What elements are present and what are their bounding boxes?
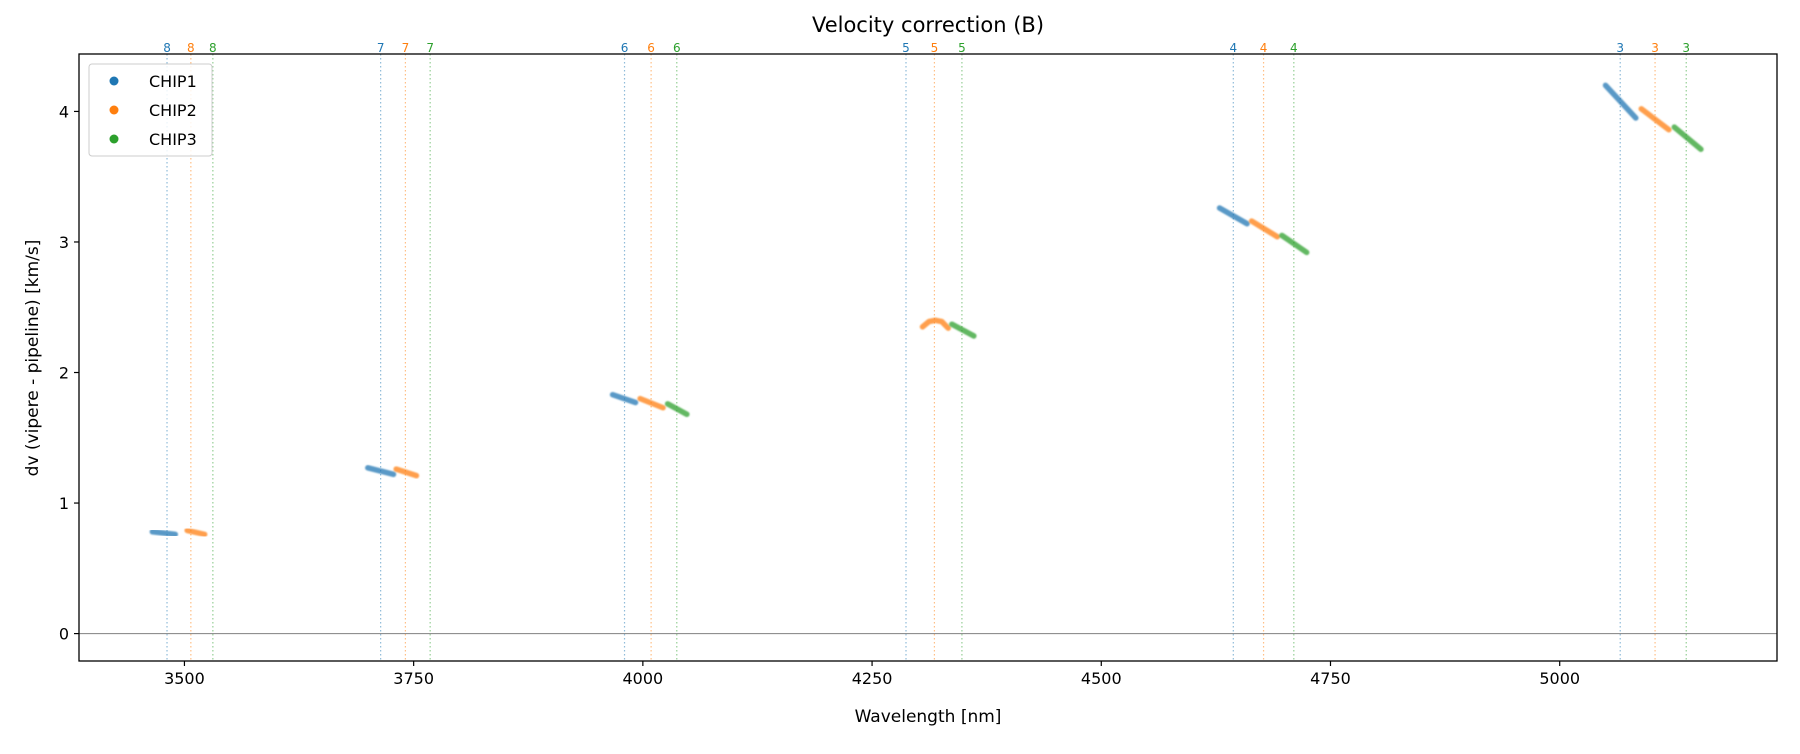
order-marker-label: 4 bbox=[1290, 41, 1298, 55]
order-marker-label: 4 bbox=[1260, 41, 1268, 55]
x-tick-label: 3750 bbox=[393, 669, 434, 688]
legend-marker-chip3 bbox=[109, 134, 119, 144]
order-marker-label: 3 bbox=[1682, 41, 1690, 55]
data-segments bbox=[149, 82, 1704, 538]
x-tick-label: 4000 bbox=[623, 669, 664, 688]
order-marker-label: 3 bbox=[1616, 41, 1624, 55]
data-segment-chip2 bbox=[919, 317, 951, 331]
x-tick-label: 5000 bbox=[1539, 669, 1580, 688]
order-marker-label: 6 bbox=[647, 41, 655, 55]
x-tick-label: 4750 bbox=[1310, 669, 1351, 688]
data-segment-chip1 bbox=[365, 465, 397, 478]
data-segment-chip3 bbox=[1671, 124, 1704, 153]
y-tick-label: 4 bbox=[59, 102, 69, 121]
data-segment-chip2 bbox=[1248, 218, 1281, 240]
legend-box bbox=[88, 63, 213, 157]
x-axis-ticks: 3500 3750 4000 4250 4500 4750 5000 bbox=[164, 661, 1580, 688]
legend-label-chip2: CHIP2 bbox=[149, 101, 197, 120]
y-tick-label: 2 bbox=[59, 364, 69, 383]
order-marker-label: 7 bbox=[377, 41, 385, 55]
legend-marker-chip2 bbox=[109, 105, 119, 115]
order-marker-label: 7 bbox=[402, 41, 410, 55]
data-segment-chip1 bbox=[609, 391, 639, 406]
chart-title: Velocity correction (B) bbox=[812, 13, 1044, 37]
plot-frame bbox=[78, 53, 1778, 662]
order-marker-label: 8 bbox=[187, 41, 195, 55]
x-axis-label: Wavelength [nm] bbox=[855, 707, 1002, 727]
y-tick-label: 1 bbox=[59, 494, 69, 513]
order-marker-label: 7 bbox=[426, 41, 434, 55]
order-marker-label: 3 bbox=[1651, 41, 1659, 55]
data-segment-chip3 bbox=[949, 321, 977, 339]
data-segment-chip1 bbox=[1216, 205, 1250, 227]
order-marker-label: 6 bbox=[621, 41, 629, 55]
order-marker-label: 5 bbox=[931, 41, 939, 55]
data-segment-chip2 bbox=[184, 527, 208, 538]
legend-label-chip1: CHIP1 bbox=[149, 72, 197, 91]
order-marker-label: 8 bbox=[163, 41, 171, 55]
y-tick-label: 3 bbox=[59, 233, 69, 252]
data-segment-chip3 bbox=[1279, 232, 1310, 256]
x-tick-label: 3500 bbox=[164, 669, 205, 688]
data-segment-chip3 bbox=[664, 401, 690, 418]
x-tick-label: 4250 bbox=[852, 669, 893, 688]
order-marker-label: 5 bbox=[902, 41, 910, 55]
order-marker-label: 5 bbox=[958, 41, 966, 55]
data-segment-chip2 bbox=[637, 395, 666, 411]
x-tick-label: 4500 bbox=[1081, 669, 1122, 688]
legend: CHIP1 CHIP2 CHIP3 bbox=[88, 63, 213, 157]
legend-marker-chip1 bbox=[109, 76, 119, 86]
y-tick-label: 0 bbox=[59, 625, 69, 644]
legend-items: CHIP1 CHIP2 CHIP3 bbox=[109, 72, 197, 149]
order-marker-label: 4 bbox=[1229, 41, 1237, 55]
data-segment-chip2 bbox=[393, 466, 420, 479]
data-segment-chip1 bbox=[1602, 82, 1639, 121]
data-segment-chip2 bbox=[1638, 106, 1672, 133]
y-axis-label: dv (vipere - pipeline) [km/s] bbox=[23, 240, 43, 477]
order-marker-label: 6 bbox=[673, 41, 681, 55]
data-segment-chip1 bbox=[149, 529, 179, 538]
order-marker-label: 8 bbox=[209, 41, 217, 55]
legend-label-chip3: CHIP3 bbox=[149, 130, 197, 149]
y-axis-ticks: 0 1 2 3 4 bbox=[59, 102, 79, 644]
